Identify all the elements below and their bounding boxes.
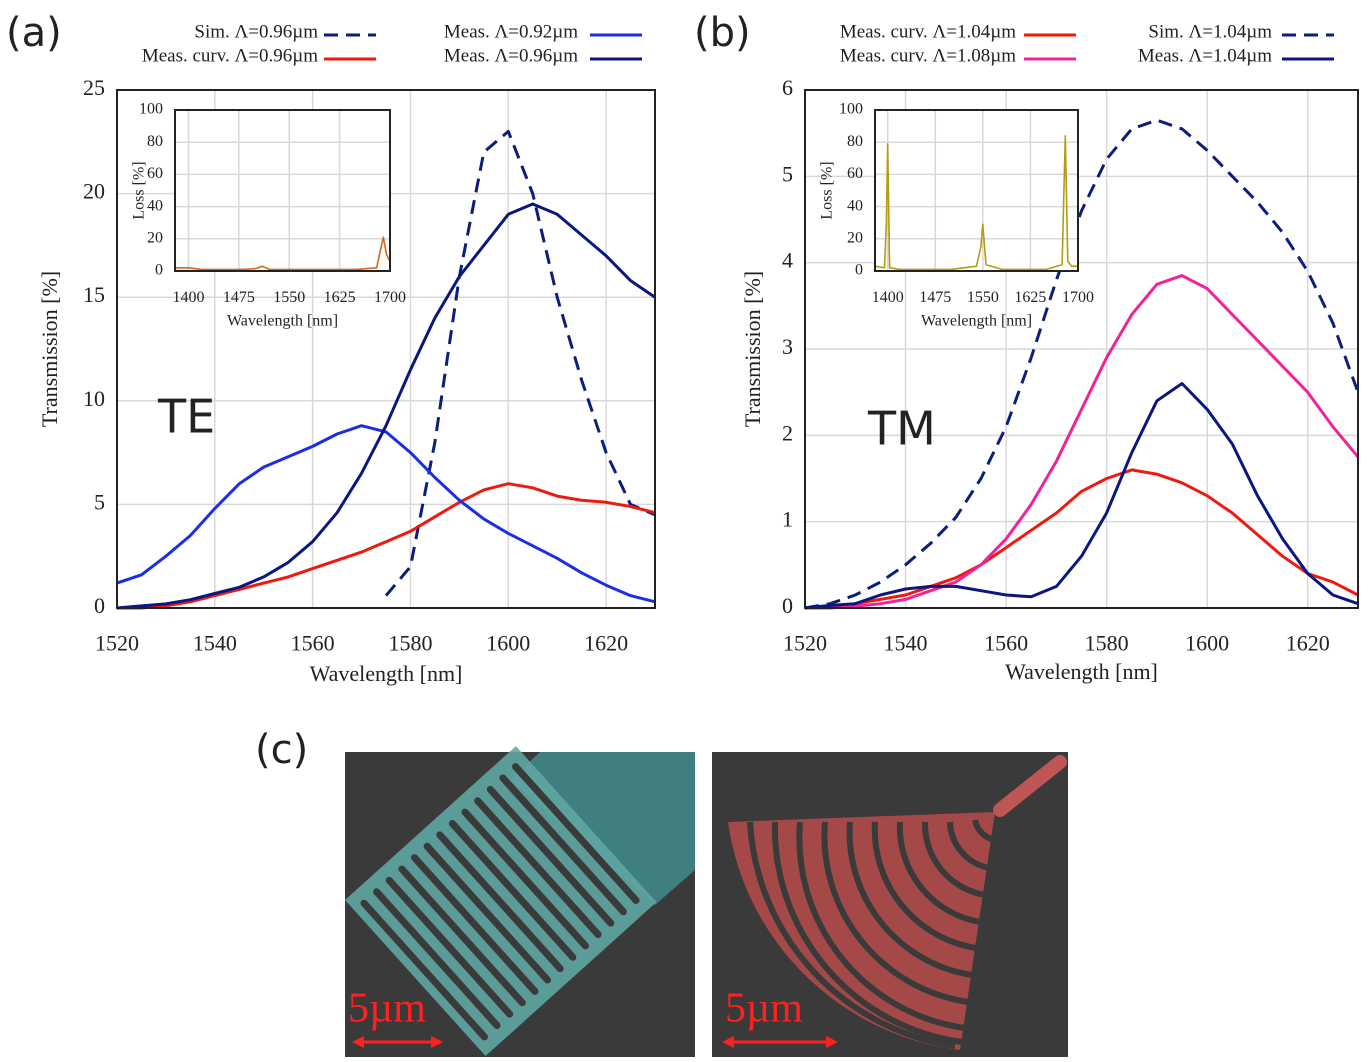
panel-label: (a) xyxy=(6,10,62,56)
x-tick-label: 1475 xyxy=(223,289,255,306)
panel-label: (c) xyxy=(255,727,308,773)
y-tick-label: 15 xyxy=(83,282,105,307)
y-tick-label: 100 xyxy=(139,101,163,118)
legend-label: Meas. Λ=0.92µm xyxy=(444,21,578,42)
chart: 1400 1475 1550 1625 1700 0 20 40 60 80 100 Waveleng… xyxy=(131,101,406,330)
x-tick-label: 1625 xyxy=(324,289,356,306)
x-tick-label: 1560 xyxy=(291,630,335,655)
x-tick-label: 1400 xyxy=(172,289,204,306)
chart: 1400 1475 1550 1625 1700 0 20 40 60 80 100 Waveleng… xyxy=(819,101,1094,330)
x-tick-label: 1700 xyxy=(1062,289,1094,306)
x-tick-label: 1550 xyxy=(967,289,999,306)
y-tick-label: 10 xyxy=(83,386,105,411)
y-tick-label: 25 xyxy=(83,75,105,100)
y-tick-label: 4 xyxy=(782,248,793,273)
y-axis-label: Transmission [%] xyxy=(740,271,765,427)
x-tick-label: 1520 xyxy=(783,630,827,655)
data-line xyxy=(805,274,1360,610)
data-line xyxy=(116,424,656,604)
x-tick-label: 1400 xyxy=(872,289,904,306)
data-line xyxy=(175,236,391,271)
sem-image-left xyxy=(345,746,695,1057)
y-tick-label: 2 xyxy=(782,420,793,445)
y-tick-label: 5 xyxy=(782,161,793,186)
y-tick-label: 40 xyxy=(147,197,163,214)
plot-frame xyxy=(116,89,656,609)
mode-annotation: TE xyxy=(157,390,215,444)
y-tick-label: 100 xyxy=(839,101,863,118)
x-tick-label: 1475 xyxy=(919,289,951,306)
y-tick-label: 0 xyxy=(94,593,105,618)
scale-label: 5µm xyxy=(348,986,426,1032)
x-axis-label: Wavelength [nm] xyxy=(227,313,338,330)
plot-area xyxy=(875,110,1078,271)
x-axis-label: Wavelength [nm] xyxy=(1005,659,1158,684)
x-axis-label: Wavelength [nm] xyxy=(310,661,463,686)
y-tick-label: 3 xyxy=(782,334,793,359)
legend-label: Meas. Λ=1.04µm xyxy=(1138,45,1272,66)
x-tick-label: 1580 xyxy=(388,630,432,655)
x-tick-label: 1625 xyxy=(1014,289,1046,306)
data-line xyxy=(804,382,1359,610)
y-axis-label: Loss [%] xyxy=(131,161,148,219)
x-tick-label: 1520 xyxy=(95,630,139,655)
y-axis-label: Transmission [%] xyxy=(37,271,62,427)
y-tick-label: 20 xyxy=(83,179,105,204)
x-tick-label: 1600 xyxy=(1185,630,1229,655)
y-tick-label: 0 xyxy=(155,262,163,279)
data-line xyxy=(804,118,1360,610)
data-line xyxy=(804,468,1359,610)
y-tick-label: 6 xyxy=(782,75,793,100)
legend-label: Meas. curv. Λ=0.96µm xyxy=(142,45,318,66)
y-tick-label: 1 xyxy=(782,507,793,532)
x-axis-label: Wavelength [nm] xyxy=(921,313,1032,330)
data-line xyxy=(117,482,656,610)
x-tick-label: 1540 xyxy=(884,630,928,655)
legend-label: Meas. curv. Λ=1.08µm xyxy=(840,45,1016,66)
x-tick-label: 1580 xyxy=(1085,630,1129,655)
y-tick-label: 20 xyxy=(147,229,163,246)
plot-frame xyxy=(874,109,1079,272)
data-line xyxy=(116,202,656,610)
x-tick-label: 1620 xyxy=(1286,630,1330,655)
legend-label: Sim. Λ=0.96µm xyxy=(194,21,318,42)
y-tick-label: 5 xyxy=(94,489,105,514)
legend-label: Meas. curv. Λ=1.04µm xyxy=(840,21,1016,42)
mode-annotation: TM xyxy=(867,402,936,456)
y-tick-label: 40 xyxy=(847,197,863,214)
data-line xyxy=(874,135,1078,271)
y-tick-label: 0 xyxy=(782,593,793,618)
y-tick-label: 80 xyxy=(847,133,863,150)
x-tick-label: 1550 xyxy=(273,289,305,306)
scale-label: 5µm xyxy=(725,986,803,1032)
plot-frame xyxy=(804,89,1359,609)
plot-frame xyxy=(174,109,391,272)
y-axis-label: Loss [%] xyxy=(819,161,836,219)
y-tick-label: 80 xyxy=(147,133,163,150)
x-tick-label: 1540 xyxy=(193,630,237,655)
panel-label: (b) xyxy=(694,10,751,56)
legend-label: Meas. Λ=0.96µm xyxy=(444,45,578,66)
y-tick-label: 60 xyxy=(847,165,863,182)
y-tick-label: 60 xyxy=(147,165,163,182)
data-line xyxy=(384,129,656,597)
x-tick-label: 1700 xyxy=(374,289,406,306)
y-tick-label: 20 xyxy=(847,229,863,246)
legend-label: Sim. Λ=1.04µm xyxy=(1148,21,1272,42)
x-tick-label: 1620 xyxy=(584,630,628,655)
x-tick-label: 1560 xyxy=(984,630,1028,655)
x-tick-label: 1600 xyxy=(486,630,530,655)
sem-image-right xyxy=(712,752,1068,1057)
plot-area xyxy=(175,110,390,271)
y-tick-label: 0 xyxy=(855,262,863,279)
